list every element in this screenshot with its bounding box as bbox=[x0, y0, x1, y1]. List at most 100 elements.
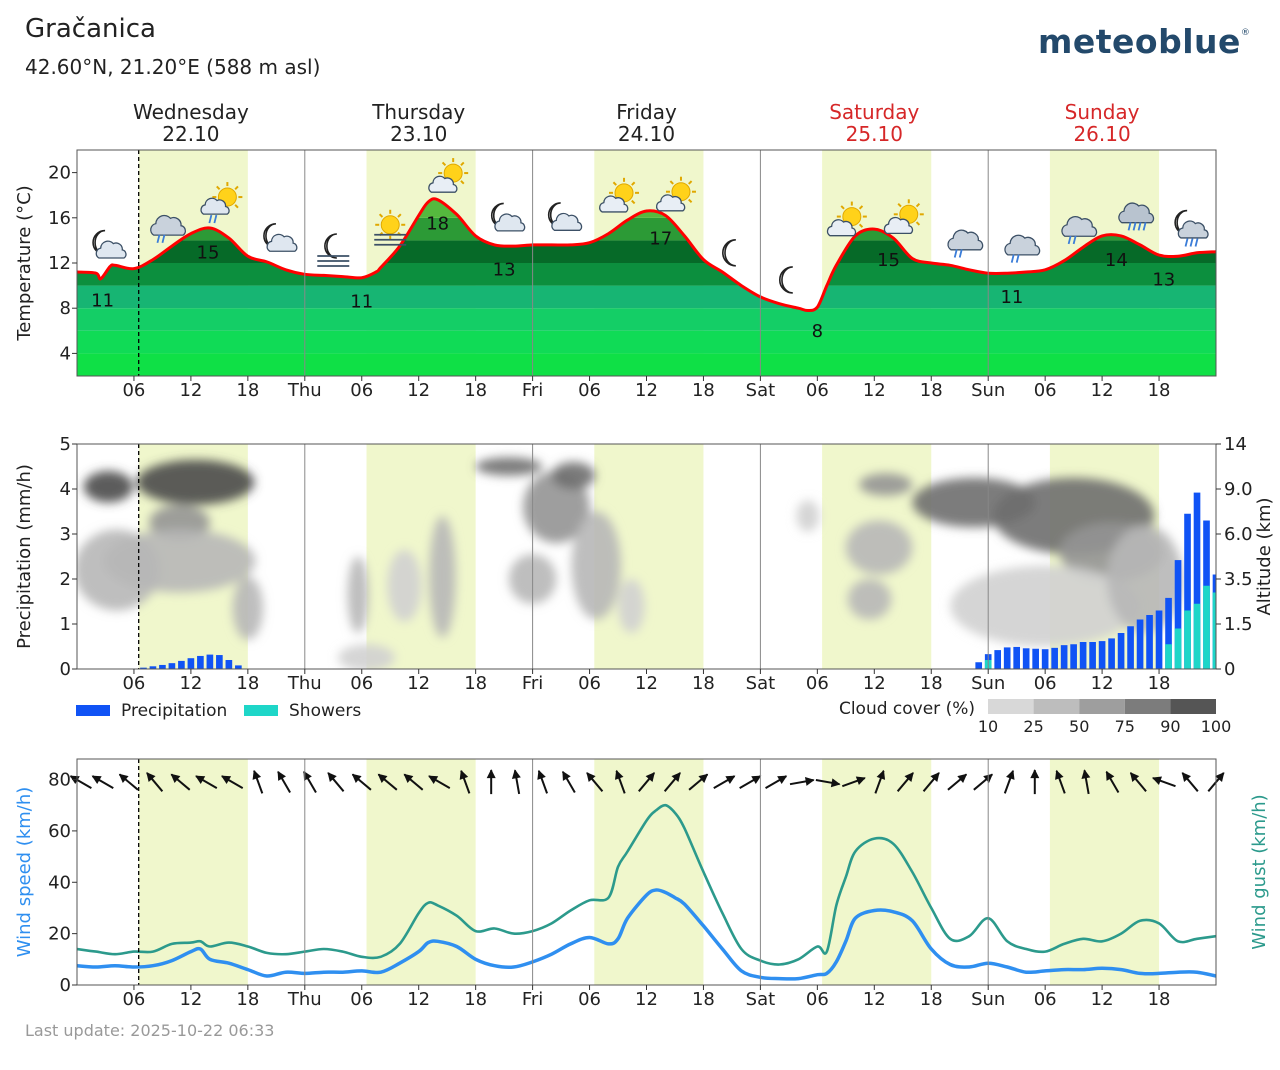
cloud-blob bbox=[83, 471, 134, 503]
temperature-label: 13 bbox=[1152, 269, 1175, 290]
wind-arrow bbox=[615, 769, 626, 794]
x-tick-label: 12 bbox=[407, 673, 430, 694]
cloud-cover-tick: 25 bbox=[1023, 717, 1043, 736]
daylight-band bbox=[1049, 759, 1160, 985]
x-tick-label: 18 bbox=[692, 380, 715, 401]
sun-fog-icon bbox=[374, 209, 407, 246]
daylight-band bbox=[138, 759, 248, 985]
precipitation-bar bbox=[216, 655, 223, 669]
temperature-label: 11 bbox=[91, 290, 114, 311]
wind-arrow-head bbox=[118, 773, 129, 783]
y2-tick-label: 3.5 bbox=[1224, 569, 1253, 590]
x-tick-label: Fri bbox=[522, 673, 543, 694]
cloud-cover-blobs bbox=[77, 457, 1183, 669]
wind-arrow-head bbox=[277, 770, 286, 781]
meteoblue-logo[interactable]: meteoblue® bbox=[1038, 22, 1250, 61]
wind-arrow-head bbox=[725, 775, 736, 785]
showers-bar bbox=[1174, 628, 1182, 669]
x-tick-label: 18 bbox=[1148, 380, 1171, 401]
precipitation-bar bbox=[1022, 648, 1030, 669]
x-tick-label: 06 bbox=[806, 989, 829, 1010]
wind-arrow-head bbox=[377, 773, 388, 783]
precipitation-y-axis-left: 0 1 2 3 4 5 bbox=[60, 434, 77, 680]
x-tick-label: 18 bbox=[464, 380, 487, 401]
rain-drop bbox=[161, 234, 166, 244]
precipitation-bar bbox=[975, 662, 983, 669]
wind-arrow-head bbox=[195, 775, 206, 785]
wind-arrow bbox=[947, 773, 968, 791]
sun-ray bbox=[441, 161, 447, 166]
sun-ray bbox=[460, 180, 465, 185]
x-tick-label: 06 bbox=[578, 673, 601, 694]
rain-drop bbox=[1072, 235, 1077, 245]
sun-ray bbox=[915, 221, 921, 226]
cloud-cover-swatch bbox=[1079, 699, 1125, 714]
wind-arrow-head bbox=[1129, 772, 1140, 782]
brand-mark: ® bbox=[1240, 28, 1251, 38]
wind-speed-line bbox=[77, 888, 1216, 981]
x-tick-label: Fri bbox=[522, 989, 543, 1010]
x-tick-label: 06 bbox=[806, 673, 829, 694]
wind-arrow bbox=[403, 773, 424, 791]
wind-arrow-head bbox=[146, 772, 156, 782]
cloud-shape bbox=[95, 240, 127, 259]
cloud-shape bbox=[599, 195, 629, 213]
wind-arrow bbox=[377, 773, 398, 791]
wind-arrow bbox=[765, 775, 788, 789]
wind-speed-axis-label: Wind speed (km/h) bbox=[14, 787, 35, 958]
rain-drop bbox=[156, 234, 161, 244]
sun-ray bbox=[378, 213, 384, 218]
cloud-cover-layer bbox=[77, 457, 1183, 669]
wind-arrow bbox=[561, 770, 576, 794]
rain-drop bbox=[1132, 222, 1137, 231]
wind-arrow bbox=[351, 773, 372, 791]
cloud-shape bbox=[200, 197, 230, 215]
legend-swatch bbox=[76, 705, 110, 716]
moon-cloud-icon bbox=[490, 202, 526, 232]
wind-arrow bbox=[91, 775, 114, 789]
p-day-lines bbox=[138, 444, 989, 669]
wind-gust-axis-label: Wind gust (km/h) bbox=[1249, 794, 1270, 949]
cloud-blob bbox=[338, 644, 395, 669]
wind-arrow bbox=[195, 775, 218, 789]
y-tick-label: 0 bbox=[60, 975, 71, 996]
x-tick-label: 12 bbox=[635, 989, 658, 1010]
wind-arrow bbox=[1030, 769, 1040, 795]
sun-cloud-icon bbox=[883, 199, 924, 235]
last-update-text: Last update: 2025-10-22 06:33 bbox=[25, 1021, 275, 1040]
moon-cloud-icon bbox=[547, 202, 583, 231]
temperature-label: 15 bbox=[197, 243, 220, 264]
wind-arrow bbox=[118, 773, 139, 791]
sun-ray bbox=[234, 204, 239, 209]
cloud-blob bbox=[387, 549, 422, 622]
sun-ray bbox=[858, 223, 864, 228]
y-tick-label: 80 bbox=[48, 770, 71, 791]
location-name: Gračanica bbox=[25, 14, 156, 44]
cloud-blob bbox=[796, 500, 820, 532]
sun-ray bbox=[612, 181, 617, 186]
rain-drop bbox=[1015, 254, 1020, 263]
wind-arrow-head bbox=[511, 769, 521, 779]
x-tick-label: 06 bbox=[122, 380, 145, 401]
precipitation-bar bbox=[1051, 647, 1058, 669]
precipitation-bar bbox=[1127, 626, 1134, 669]
x-tick-label: Fri bbox=[522, 380, 543, 401]
cloud-cover-swatch bbox=[1033, 699, 1080, 714]
x-tick-label: Thu bbox=[287, 989, 322, 1010]
wind-arrow bbox=[922, 772, 940, 792]
altitude-axis-label: Altitude (km) bbox=[1254, 497, 1275, 615]
x-tick-label: Sat bbox=[746, 989, 776, 1010]
wind-arrow bbox=[663, 772, 681, 792]
y2-tick-label: 6.0 bbox=[1224, 524, 1253, 545]
wind-arrow bbox=[1081, 769, 1091, 795]
rain-drop bbox=[1067, 235, 1072, 245]
precipitation-y-axis-right: 0 1.5 3.5 6.0 9.0 14 bbox=[1216, 434, 1253, 680]
cloud-shape bbox=[1004, 234, 1041, 256]
day-name: Wednesday bbox=[133, 100, 249, 124]
cloud-shape bbox=[551, 212, 583, 231]
precipitation-bar bbox=[1041, 649, 1049, 669]
wind-arrow-head bbox=[221, 775, 232, 785]
sun-cloud-icon bbox=[826, 201, 867, 237]
precipitation-axis-label: Precipitation (mm/h) bbox=[14, 464, 35, 649]
